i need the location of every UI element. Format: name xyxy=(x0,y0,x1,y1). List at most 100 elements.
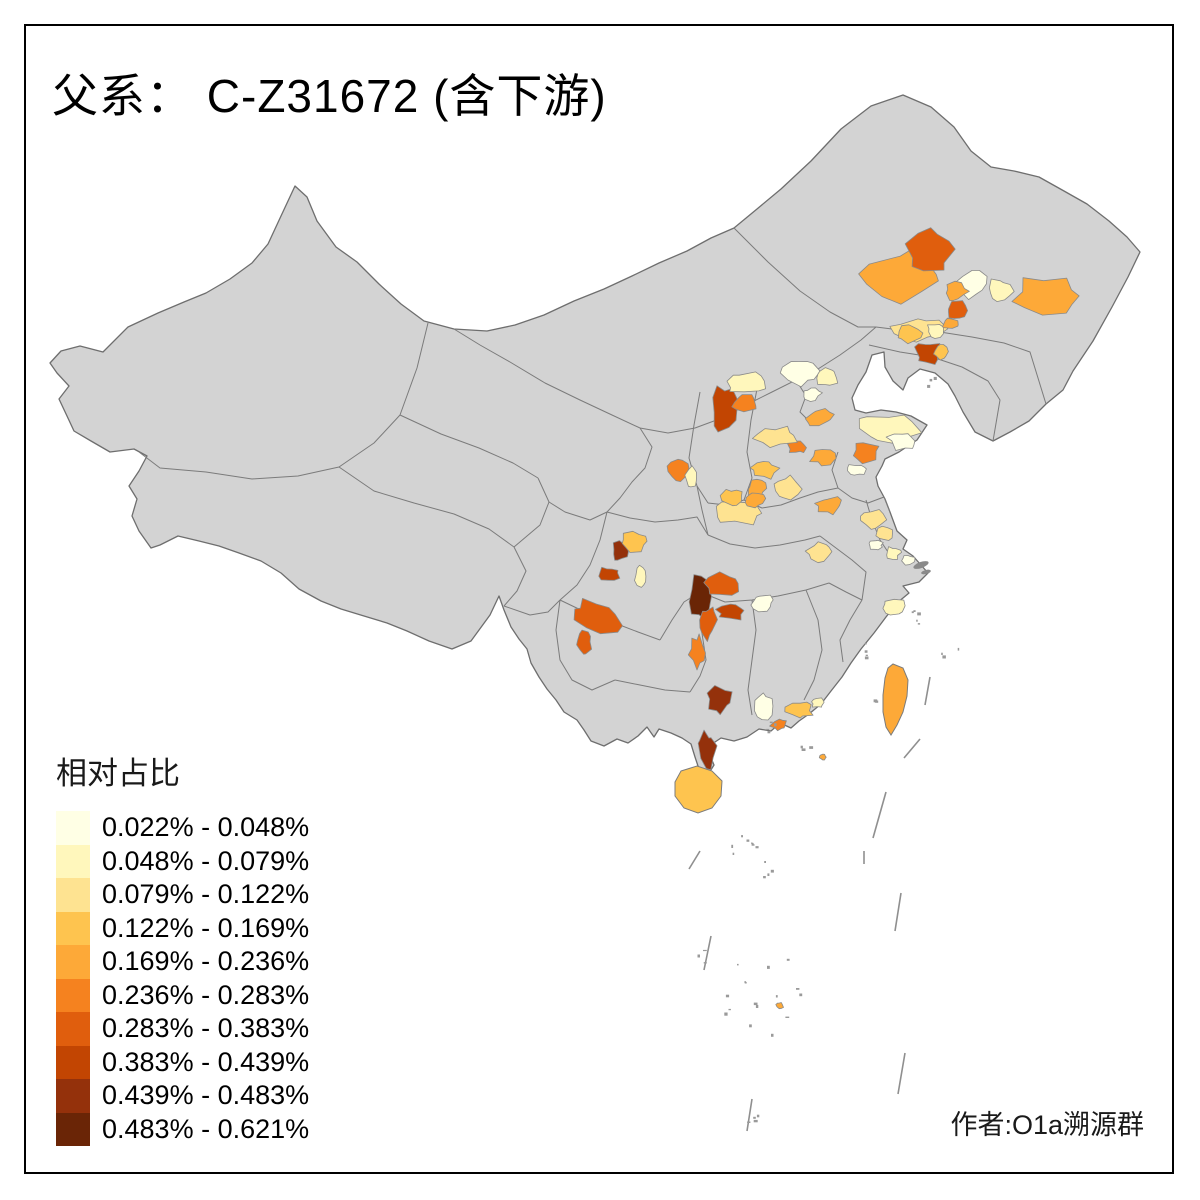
island-speck xyxy=(957,647,960,651)
island-speck xyxy=(747,1121,751,1123)
province-border-21 xyxy=(606,511,709,536)
chongming-island xyxy=(913,561,929,569)
region-patch-21 xyxy=(787,440,807,454)
island-speck xyxy=(917,623,921,625)
province-border-30 xyxy=(828,582,863,601)
island-speck xyxy=(764,861,766,863)
island-speck xyxy=(746,839,750,842)
province-border-5 xyxy=(399,414,539,479)
province-border-2 xyxy=(138,451,340,480)
island-speck xyxy=(770,869,774,873)
region-patch-61 xyxy=(769,718,787,732)
legend-row-4: 0.122% - 0.169% xyxy=(56,911,309,945)
region-patch-37 xyxy=(804,541,833,564)
region-patch-46 xyxy=(598,566,621,581)
region-patch-20 xyxy=(804,408,835,427)
island-speck xyxy=(767,873,770,876)
island-speck xyxy=(751,842,753,844)
island-speck xyxy=(766,728,770,731)
region-patch-2 xyxy=(904,227,956,272)
region-patch-31 xyxy=(814,496,842,516)
province-border-13 xyxy=(688,391,709,504)
legend-swatch-7 xyxy=(56,1012,90,1046)
nine-dash-segment-4 xyxy=(688,850,701,870)
island-speck xyxy=(865,654,868,656)
island-speck xyxy=(775,995,778,998)
province-border-19 xyxy=(707,534,821,549)
region-patch-53 xyxy=(699,606,718,642)
island-speck xyxy=(753,1116,756,1119)
region-patch-17 xyxy=(779,361,821,388)
legend-label-6: 0.236% - 0.283% xyxy=(102,979,310,1010)
island-speck xyxy=(933,376,937,380)
region-patch-56 xyxy=(706,685,733,716)
nine-dash-segment-2 xyxy=(903,738,921,759)
nine-dash-segment-1 xyxy=(924,676,931,706)
province-border-29 xyxy=(803,589,823,701)
island-speck xyxy=(755,846,759,849)
legend-row-2: 0.048% - 0.079% xyxy=(56,844,309,878)
region-patch-43 xyxy=(882,598,906,616)
legend-row-6: 0.236% - 0.283% xyxy=(56,978,310,1012)
island-speck xyxy=(800,745,803,749)
region-patch-29 xyxy=(719,488,743,507)
legend-swatch-9 xyxy=(56,1079,90,1113)
island-speck xyxy=(796,988,800,990)
province-border-33 xyxy=(865,499,891,556)
legend-row-3: 0.079% - 0.122% xyxy=(56,878,309,912)
legend-row-8: 0.383% - 0.439% xyxy=(56,1045,309,1079)
legend-label-1: 0.022% - 0.048% xyxy=(102,812,310,843)
region-patch-54 xyxy=(715,603,745,621)
region-patch-13 xyxy=(933,344,949,361)
legend-swatch-5 xyxy=(56,945,90,979)
region-patch-6 xyxy=(945,280,970,302)
region-patch-32 xyxy=(809,449,837,467)
region-patch-40 xyxy=(886,546,902,560)
island-speck xyxy=(703,962,707,964)
region-patch-60 xyxy=(811,697,825,708)
region-patch-36 xyxy=(847,464,867,476)
province-border-17 xyxy=(831,451,891,513)
attribution-text: 作者:O1a溯源群 xyxy=(950,1110,1144,1140)
island-speck xyxy=(774,723,777,727)
legend-rows: 0.022% - 0.048% 0.048% - 0.079% 0.079% - 0… xyxy=(56,811,309,1146)
legend-label-7: 0.283% - 0.383% xyxy=(102,1013,310,1044)
island-speck xyxy=(703,949,707,952)
region-patch-52 xyxy=(703,571,739,596)
island-speck xyxy=(942,655,946,659)
region-patch-38 xyxy=(860,509,888,530)
legend-row-9: 0.439% - 0.483% xyxy=(56,1079,309,1113)
region-patch-50 xyxy=(576,629,592,655)
mainland-outline xyxy=(49,94,1141,774)
legend-label-5: 0.169% - 0.236% xyxy=(102,946,310,977)
nine-dash-segment-3 xyxy=(872,791,887,839)
plot-border xyxy=(24,24,1174,1174)
region-patch-16 xyxy=(726,371,766,393)
island-speck xyxy=(864,650,868,653)
island-speck xyxy=(732,852,735,855)
page-title: 父系： C-Z31672 (含下游) xyxy=(52,70,607,122)
province-border-16 xyxy=(743,487,839,509)
legend-swatch-2 xyxy=(56,844,90,878)
island-speck xyxy=(749,1024,752,1028)
province-border-26 xyxy=(614,679,691,693)
legend-row-7: 0.283% - 0.383% xyxy=(56,1012,309,1046)
island-speck xyxy=(929,378,933,382)
nine-dash-segment-7 xyxy=(703,935,712,971)
island-speck xyxy=(725,994,730,998)
island-speck xyxy=(911,611,914,614)
region-patch-41 xyxy=(901,555,916,566)
island-speck xyxy=(753,1002,758,1006)
region-patch-26 xyxy=(666,458,690,483)
island-speck xyxy=(756,1114,760,1118)
legend-row-10: 0.483% - 0.621% xyxy=(56,1112,309,1146)
legend-swatch-3 xyxy=(56,878,90,912)
island-speck xyxy=(785,1016,790,1018)
island-speck xyxy=(916,619,918,622)
region-patch-23 xyxy=(749,461,781,480)
region-patch-58 xyxy=(754,692,774,721)
legend-label-9: 0.439% - 0.483% xyxy=(102,1080,310,1111)
region-patch-63 xyxy=(775,1002,784,1010)
region-patch-25 xyxy=(773,474,803,501)
